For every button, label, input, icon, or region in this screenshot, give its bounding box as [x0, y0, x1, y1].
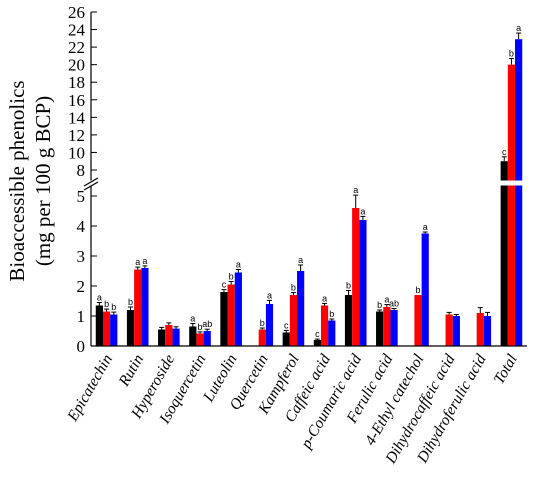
significance-label: a — [190, 314, 195, 324]
bar — [476, 313, 484, 346]
bar — [126, 310, 135, 346]
bar — [344, 295, 353, 346]
significance-label: a — [353, 185, 358, 195]
y-axis-title-line1: Bioaccessible phenolics — [5, 80, 29, 281]
significance-label: a — [384, 295, 389, 305]
significance-label: c — [222, 280, 227, 290]
y-axis-title: Bioaccessible phenolics (mg per 100 g BC… — [5, 80, 55, 281]
y-tick-label: 16 — [68, 91, 85, 110]
significance-label: b — [329, 309, 334, 319]
bar — [515, 39, 523, 346]
bar — [320, 305, 329, 346]
significance-label: b — [104, 299, 109, 309]
significance-label: a — [423, 222, 428, 232]
y-tick-label: 24 — [68, 21, 86, 40]
bar — [158, 329, 166, 346]
bar — [452, 316, 460, 346]
bar — [414, 295, 422, 346]
bar — [165, 325, 173, 346]
y-tick-label: 4 — [77, 217, 86, 236]
y-tick-label: 8 — [77, 161, 86, 180]
significance-label: a — [142, 256, 147, 266]
significance-label: b — [346, 281, 351, 291]
axis-break-gap — [83, 180, 529, 186]
significance-label: b — [415, 285, 420, 295]
y-tick-label: 18 — [68, 73, 85, 92]
significance-label: a — [236, 260, 241, 270]
bar — [289, 295, 298, 346]
significance-label: a — [97, 293, 102, 303]
bar — [172, 328, 180, 346]
bar — [421, 233, 429, 346]
significance-label: a — [360, 206, 365, 216]
bar — [220, 292, 228, 346]
significance-label: b — [229, 272, 234, 282]
significance-label: b — [291, 283, 296, 293]
axis-break-mark — [83, 181, 99, 191]
bar — [376, 311, 384, 346]
category-label: Rutin — [115, 351, 147, 390]
bar — [390, 310, 398, 346]
significance-label: a — [298, 255, 303, 265]
significance-label: b — [509, 49, 514, 59]
category-label: Total — [491, 352, 521, 388]
bar — [102, 311, 111, 346]
axis-break-mark — [83, 177, 99, 187]
bar — [352, 208, 360, 346]
y-tick-label: 3 — [77, 247, 86, 266]
significance-label: b — [260, 318, 265, 328]
significance-label: ab — [389, 299, 399, 309]
y-tick-label: 22 — [68, 38, 85, 57]
bar — [483, 316, 492, 346]
bar — [297, 271, 305, 346]
y-tick-label: 12 — [68, 126, 85, 145]
bar — [500, 161, 508, 346]
bar — [265, 304, 274, 346]
y-tick-label: 10 — [68, 143, 85, 162]
bar — [313, 340, 321, 346]
bar — [328, 320, 336, 346]
bar — [258, 329, 266, 346]
bar — [141, 268, 149, 346]
bar — [95, 305, 103, 346]
y-tick-label: 26 — [68, 3, 85, 22]
bar — [445, 314, 453, 346]
y-tick-label: 0 — [77, 337, 86, 356]
bar — [227, 284, 235, 346]
bar — [110, 314, 118, 346]
category-label: Epicatechin — [64, 351, 116, 425]
bar — [359, 220, 367, 346]
significance-label: a — [267, 290, 272, 300]
y-tick-label: 5 — [77, 187, 86, 206]
significance-label: a — [322, 293, 327, 303]
y-tick-label: 2 — [77, 277, 86, 296]
bar — [196, 333, 204, 346]
bar — [507, 64, 516, 347]
bar — [134, 269, 142, 346]
bar — [189, 326, 197, 346]
significance-label: a — [135, 257, 140, 267]
significance-label: b — [128, 297, 133, 307]
bar — [282, 332, 290, 346]
bar — [234, 272, 242, 346]
bar — [383, 307, 391, 346]
significance-label: ab — [202, 319, 212, 329]
significance-label: b — [111, 302, 116, 312]
y-tick-label: 1 — [77, 307, 86, 326]
y-tick-label: 20 — [68, 56, 85, 75]
bar — [203, 331, 211, 346]
significance-label: c — [502, 147, 507, 157]
significance-label: b — [377, 300, 382, 310]
significance-label: b — [197, 322, 202, 332]
significance-label: a — [516, 23, 521, 33]
significance-label: c — [284, 320, 289, 330]
x-axis: Epicatechin RutinHyperosideIsoquercetinLu… — [64, 351, 521, 467]
y-axis-title-line2: (mg per 100 g BCP) — [31, 96, 55, 266]
significance-label: c — [315, 329, 320, 339]
y-tick-label: 14 — [68, 108, 86, 127]
